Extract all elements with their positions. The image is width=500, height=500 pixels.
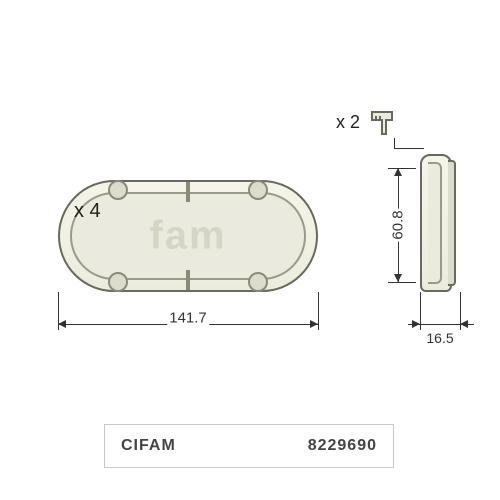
dim-thickness-value: 16.5 [424,330,455,346]
dim-extension-line [388,282,416,283]
clip-icon [368,108,404,138]
rivet-icon [248,180,268,200]
pad-slot-icon [186,182,190,202]
leader-line [394,138,395,148]
dim-width-value: 141.7 [167,310,209,327]
brand-part-box: CIFAM 8229690 [104,424,394,468]
retainer-clip [368,108,404,138]
leader-line [394,148,424,149]
backing-plate [448,160,456,286]
rivet-icon [108,180,128,200]
rivet-icon [108,272,128,292]
brand-name: CIFAM [121,437,176,455]
dim-height-value: 60.8 [390,208,407,241]
pad-slot-icon [186,270,190,290]
front-brake-pad: fam [58,180,318,292]
dim-extension-line [388,168,416,169]
front-pad-friction-surface: fam [70,192,306,280]
dim-extension-line [318,292,319,330]
arrowhead-icon [394,168,402,176]
friction-strip [428,162,442,284]
arrowhead-icon [412,320,420,328]
arrowhead-icon [58,320,66,328]
arrowhead-icon [310,320,318,328]
brand-watermark: fam [149,214,226,259]
clip-quantity: x 2 [336,112,360,133]
side-brake-pad [420,154,452,292]
rivet-icon [248,272,268,292]
arrowhead-icon [394,274,402,282]
part-number: 8229690 [308,437,377,455]
diagram-stage: fam x 4 141.7 x 2 60.8 16.5 [0,0,500,500]
arrowhead-icon [460,320,468,328]
front-pad-quantity: x 4 [74,200,101,223]
